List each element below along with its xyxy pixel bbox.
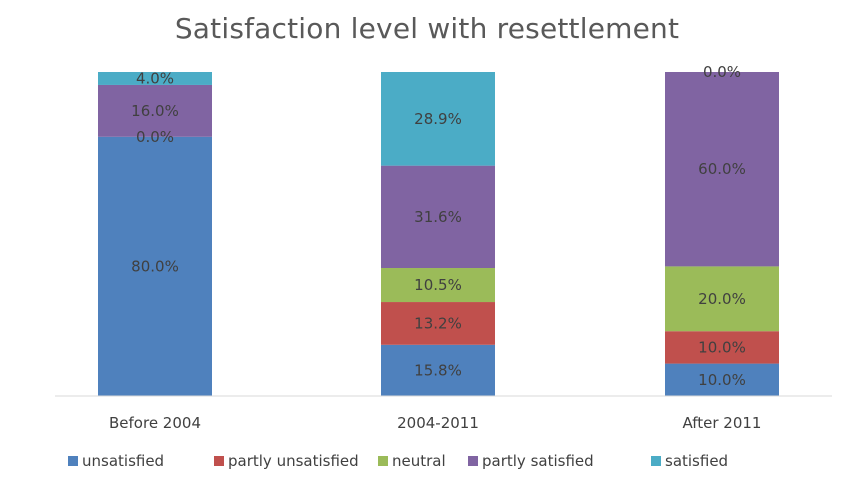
data-label-2004-2011-partly-satisfied: 31.6% [414,208,462,226]
bar-before-2004-partly-satisfied [98,84,212,137]
legend-swatch-partly-satisfied [468,456,478,466]
bar-2004-2011-neutral [381,268,495,303]
category-label-before-2004: Before 2004 [109,414,201,432]
data-label-after-2011-satisfied: 0.0% [703,63,741,81]
category-axis: Before 2004 2004-2011 After 2011 [109,414,761,432]
bar-before-2004-unsatisfied [98,136,212,397]
data-label-after-2011-partly-satisfied: 60.0% [698,160,746,178]
data-label-after-2011-unsatisfied: 10.0% [698,371,746,389]
legend-item-partly-satisfied: partly satisfied [468,452,594,470]
bar-after-2011-neutral [665,266,779,332]
bar-2004-2011-unsatisfied [381,344,495,396]
bars-layer [98,72,779,397]
legend-swatch-satisfied [651,456,661,466]
bar-before-2004-satisfied [98,72,212,85]
legend-label-unsatisfied: unsatisfied [82,452,164,470]
data-label-before-2004-satisfied: 4.0% [136,69,174,87]
category-label-after-2011: After 2011 [683,414,762,432]
data-label-2004-2011-unsatisfied: 15.8% [414,361,462,379]
legend-label-neutral: neutral [392,452,446,470]
data-label-2004-2011-neutral: 10.5% [414,276,462,294]
legend-label-satisfied: satisfied [665,452,728,470]
bar-after-2011-partly-unsatisfied [665,331,779,364]
bar-2004-2011-satisfied [381,72,495,166]
data-label-before-2004-partly-satisfied: 16.0% [131,102,179,120]
bar-2004-2011-partly-satisfied [381,165,495,269]
bar-after-2011-unsatisfied [665,363,779,396]
data-label-before-2004-unsatisfied: 80.0% [131,257,179,275]
data-label-before-2004-partly-unsatisfied: 0.0% [136,128,174,146]
bar-2004-2011-partly-unsatisfied [381,302,495,345]
data-label-2004-2011-partly-unsatisfied: 13.2% [414,314,462,332]
bar-after-2011-partly-satisfied [665,72,779,267]
data-label-after-2011-neutral: 20.0% [698,290,746,308]
legend-swatch-neutral [378,456,388,466]
legend-swatch-partly-unsatisfied [214,456,224,466]
legend-item-satisfied: satisfied [651,452,728,470]
legend-item-unsatisfied: unsatisfied [68,452,164,470]
legend-swatch-unsatisfied [68,456,78,466]
labels-layer: 80.0% 0.0% 16.0% 4.0% 15.8% 13.2% 10.5% 31.6% 28… [131,63,746,389]
legend: unsatisfied partly unsatisfied neutral part… [68,452,728,470]
chart-title: Satisfaction level with resettlement [174,12,680,45]
legend-item-partly-unsatisfied: partly unsatisfied [214,452,359,470]
legend-item-neutral: neutral [378,452,446,470]
data-label-after-2011-partly-unsatisfied: 10.0% [698,338,746,356]
category-label-2004-2011: 2004-2011 [397,414,479,432]
legend-label-partly-unsatisfied: partly unsatisfied [228,452,359,470]
data-label-2004-2011-satisfied: 28.9% [414,110,462,128]
legend-label-partly-satisfied: partly satisfied [482,452,594,470]
